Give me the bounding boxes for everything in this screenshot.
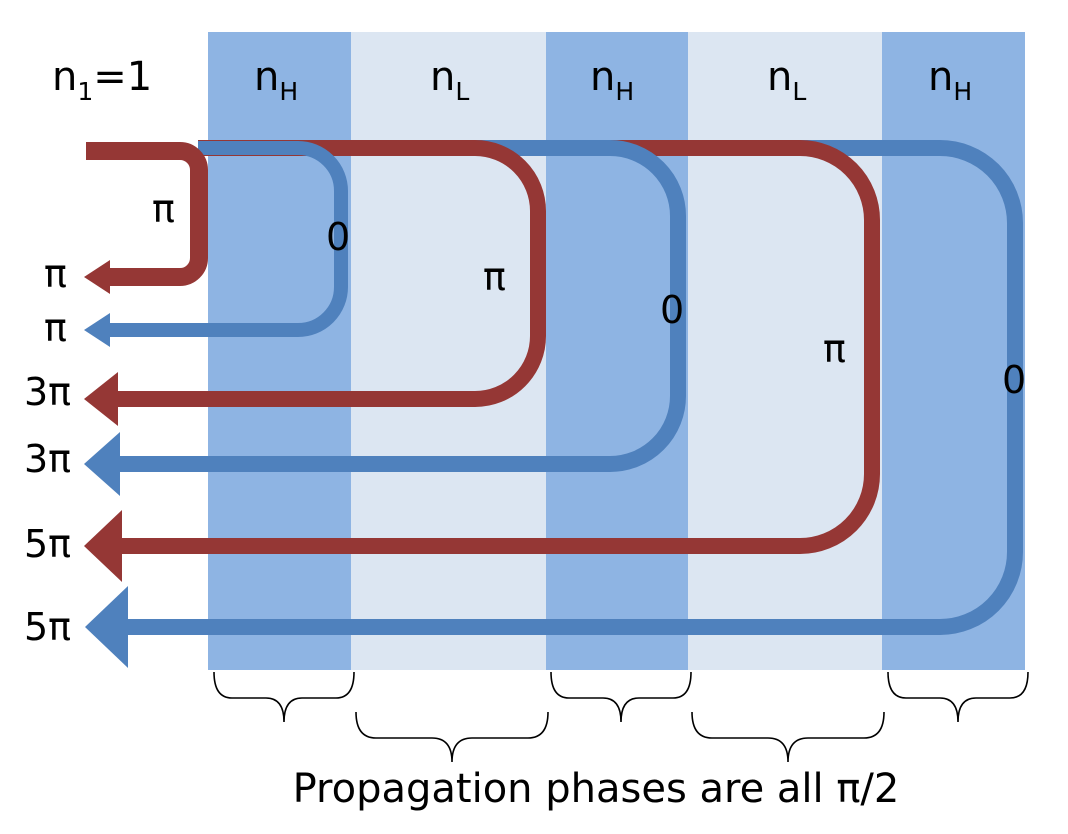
layer-band-nl-2 (688, 32, 882, 670)
ray-path-red-1 (86, 142, 208, 286)
layer-band-nl-1 (351, 32, 546, 670)
output-phase-6: 5π (24, 605, 71, 649)
layer-brace-nh-3 (887, 671, 1029, 723)
layer-band-nh-1 (208, 32, 351, 670)
layer-brace-nl-2 (691, 711, 885, 763)
arrowhead-red-3 (84, 510, 122, 582)
layer-label-nl-1: nL (430, 54, 469, 106)
layer-label-nh-3: nH (928, 54, 972, 106)
arrowhead-blue-2 (84, 432, 120, 496)
reflection-phase-3: π (483, 255, 506, 299)
output-phase-3: 3π (24, 370, 71, 414)
reflection-phase-6: 0 (1002, 358, 1026, 402)
layer-brace-nh-2 (550, 671, 692, 723)
incident-medium-label: n1=1 (52, 54, 152, 106)
reflection-phase-2: 0 (326, 215, 350, 259)
layer-brace-nl-1 (355, 711, 549, 763)
reflection-phase-5: π (823, 327, 846, 371)
output-phase-4: 3π (24, 437, 71, 481)
ray-path-blue-3 (125, 140, 1023, 635)
arrowhead-blue-1 (84, 313, 110, 347)
layer-brace-nh-1 (213, 671, 355, 723)
layer-label-nh-2: nH (590, 54, 634, 106)
layer-band-nh-2 (546, 32, 688, 670)
layer-label-nh-1: nH (254, 54, 298, 106)
output-phase-2: π (44, 306, 67, 350)
ray-path-blue-1 (110, 141, 348, 337)
reflection-phase-1: π (152, 187, 175, 231)
ray-path-blue-2 (120, 140, 686, 472)
layer-label-nl-2: nL (767, 54, 806, 106)
arrowhead-blue-3 (85, 586, 128, 668)
reflection-phase-4: 0 (660, 288, 684, 332)
layer-band-nh-3 (882, 32, 1025, 670)
output-phase-1: π (44, 252, 67, 296)
ray-path-red-2 (118, 140, 546, 407)
arrowhead-red-1 (84, 260, 110, 294)
arrowhead-red-2 (84, 372, 118, 426)
output-phase-5: 5π (24, 522, 71, 566)
ray-path-red-3 (122, 140, 880, 554)
caption: Propagation phases are all π/2 (293, 766, 900, 812)
